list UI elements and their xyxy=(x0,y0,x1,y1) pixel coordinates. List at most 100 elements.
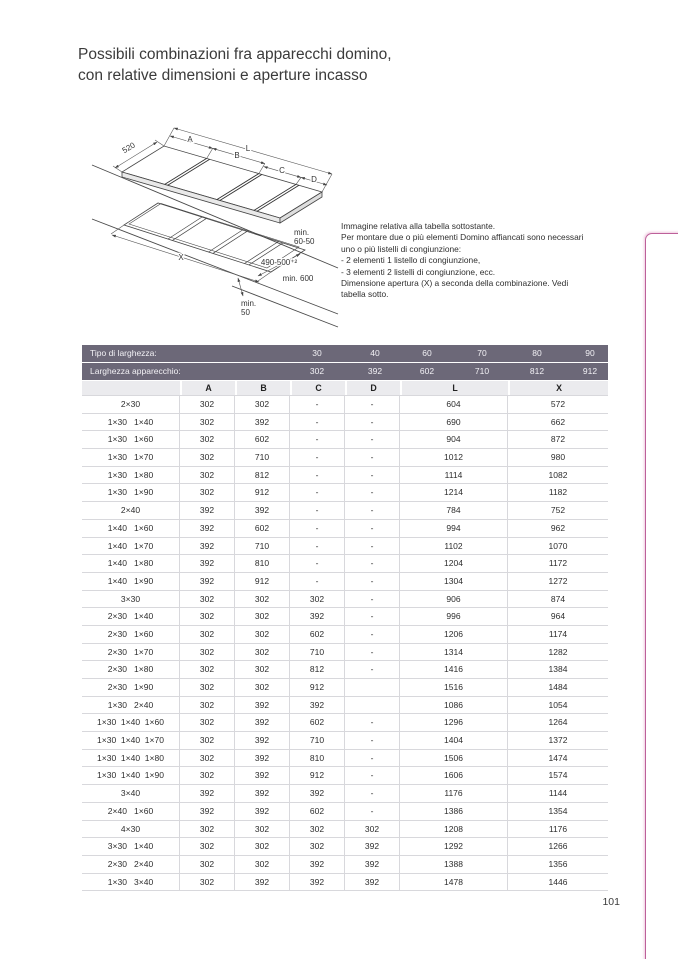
min-back-label-2: 60-50 xyxy=(294,237,315,246)
value-cell: 1606 xyxy=(400,767,508,785)
value-cell: 302 xyxy=(180,820,235,838)
combo-cell: 2×30 1×70 xyxy=(82,643,180,661)
value-cell: - xyxy=(345,767,400,785)
value-cell: 1506 xyxy=(400,749,508,767)
combo-cell: 1×30 1×40 1×60 xyxy=(82,714,180,732)
meta-value: 70 xyxy=(477,348,487,358)
note-line: Immagine relativa alla tabella sottostan… xyxy=(341,221,496,231)
value-cell: 392 xyxy=(235,785,290,802)
combo-cell: 1×30 3×40 xyxy=(82,873,180,891)
value-cell: 392 xyxy=(180,502,235,519)
note-line: - 2 elementi 1 listello di congiunzione, xyxy=(341,255,481,266)
combo-cell: 1×40 1×80 xyxy=(82,555,180,572)
meta-value: 392 xyxy=(367,366,383,376)
table-row: 1×30 1×70 302 710- -1012 980 xyxy=(82,449,608,467)
table-row: 1×30 1×40 1×90 302 392 912-1606 1574 xyxy=(82,767,608,786)
value-cell: 1404 xyxy=(400,732,508,749)
value-cell: 302 xyxy=(180,749,235,767)
meta-value: 40 xyxy=(370,348,380,358)
value-cell: 980 xyxy=(550,452,566,463)
table-row: 4×30 302 302 302 302 1208 1176 xyxy=(82,820,608,839)
value-cell: 1144 xyxy=(548,788,568,799)
value-cell: 1272 xyxy=(548,575,568,586)
combinations-table: Tipo di larghezza: 30 40 60 70 80 90 Larghezz… xyxy=(82,345,608,892)
value-cell: 392 xyxy=(290,855,345,873)
section-tab-marker xyxy=(645,233,678,959)
value-cell: 710 xyxy=(290,732,345,749)
value-cell: 302 xyxy=(180,590,235,608)
value-cell: 1176 xyxy=(400,785,508,802)
table-row: 2×30 1×90 302 302 912 1516 1484 xyxy=(82,679,608,697)
combo-cell: 1×30 1×40 1×90 xyxy=(82,767,180,785)
value-cell: 302 xyxy=(180,484,235,502)
value-cell: 906 xyxy=(400,590,508,608)
value-cell: 392 xyxy=(235,714,290,732)
value-cell: - xyxy=(290,484,345,502)
value-cell: 1478 xyxy=(400,873,508,891)
value-cell: - xyxy=(345,643,400,661)
note-line: Dimensione apertura (X) a seconda della … xyxy=(341,278,569,289)
table-row: 1×40 1×70 392 710- -1102 1070 xyxy=(82,537,608,556)
table-row: 1×30 2×40 302 392 392 1086 1054 xyxy=(82,696,608,715)
col-header-l: L xyxy=(400,381,508,395)
value-cell: 1208 xyxy=(400,820,508,838)
value-cell: - xyxy=(345,484,400,502)
value-cell: - xyxy=(345,396,400,413)
value-cell: 994 xyxy=(400,519,508,537)
value-cell: - xyxy=(345,749,400,767)
value-cell: 710 xyxy=(235,449,290,466)
value-cell: 302 xyxy=(235,396,290,413)
col-header-b: B xyxy=(235,381,290,395)
value-cell: 710 xyxy=(235,537,290,555)
value-cell: 302 xyxy=(180,466,235,484)
value-cell: 874 xyxy=(550,593,566,604)
combo-cell: 1×40 1×70 xyxy=(82,537,180,555)
value-cell: 302 xyxy=(180,625,235,643)
combo-cell: 1×30 2×40 xyxy=(82,696,180,714)
value-cell: 1516 xyxy=(400,679,508,696)
value-cell: - xyxy=(290,449,345,466)
value-cell: 1304 xyxy=(400,572,508,590)
value-cell xyxy=(345,696,400,714)
value-cell: 1474 xyxy=(548,752,568,763)
value-cell: - xyxy=(345,608,400,625)
table-row: 3×30 302 302 302-906 874 xyxy=(82,590,608,609)
combo-cell: 2×30 1×60 xyxy=(82,625,180,643)
value-cell: - xyxy=(345,572,400,590)
combo-cell: 1×30 1×40 1×70 xyxy=(82,732,180,749)
value-cell: 392 xyxy=(345,873,400,891)
value-cell: - xyxy=(290,555,345,572)
meta-value: 602 xyxy=(419,366,435,376)
dim-label-d: D xyxy=(311,175,317,184)
value-cell: 602 xyxy=(290,625,345,643)
value-cell: 392 xyxy=(290,873,345,891)
combo-cell: 2×30 1×90 xyxy=(82,679,180,696)
value-cell: 812 xyxy=(235,466,290,484)
value-cell: 602 xyxy=(235,431,290,449)
technical-drawing: 520 A L B C D X 490-500 xyxy=(86,118,341,333)
dim-label-a: A xyxy=(187,135,193,144)
value-cell: 392 xyxy=(290,785,345,802)
value-cell: 392 xyxy=(235,802,290,820)
value-cell: 1282 xyxy=(548,646,568,657)
value-cell: 662 xyxy=(550,416,566,427)
value-cell: - xyxy=(345,466,400,484)
table-row: 2×30 1×40 302 302 392-996 964 xyxy=(82,608,608,626)
value-cell: 1174 xyxy=(548,628,568,639)
value-cell: 1446 xyxy=(548,876,568,887)
value-cell: 1388 xyxy=(400,855,508,873)
value-cell: 1354 xyxy=(548,805,568,816)
value-cell: 302 xyxy=(180,714,235,732)
combo-cell: 1×40 1×60 xyxy=(82,519,180,537)
value-cell: 392 xyxy=(180,802,235,820)
value-cell: 1372 xyxy=(548,735,568,746)
value-cell: 1416 xyxy=(400,661,508,678)
cooktop-assembly xyxy=(122,146,322,223)
combo-cell: 4×30 xyxy=(82,820,180,838)
value-cell: 302 xyxy=(235,661,290,678)
value-cell: 810 xyxy=(235,555,290,572)
value-cell: - xyxy=(345,502,400,519)
value-cell: 302 xyxy=(180,732,235,749)
